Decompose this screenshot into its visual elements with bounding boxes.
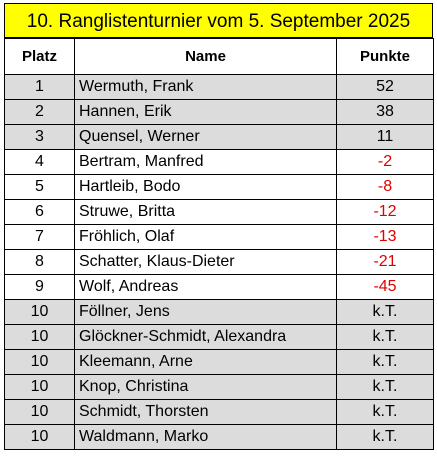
points-cell: k.T.	[336, 399, 434, 425]
points-cell: k.T.	[336, 374, 434, 400]
table-row: 5 Hartleib, Bodo -8	[4, 174, 434, 200]
rank-cell: 4	[4, 149, 75, 175]
table-row: 7 Fröhlich, Olaf -13	[4, 224, 434, 250]
name-cell: Wolf, Andreas	[74, 274, 337, 300]
table-row: 1 Wermuth, Frank 52	[4, 74, 434, 100]
name-cell: Hartleib, Bodo	[74, 174, 337, 200]
column-header-name: Name	[74, 38, 337, 75]
points-cell: -2	[336, 149, 434, 175]
table-row: 10 Schmidt, Thorsten k.T.	[4, 399, 434, 425]
points-cell: -8	[336, 174, 434, 200]
points-cell: k.T.	[336, 349, 434, 375]
name-cell: Knop, Christina	[74, 374, 337, 400]
points-cell: k.T.	[336, 324, 434, 350]
rank-cell: 1	[4, 74, 75, 100]
table-row: 10 Föllner, Jens k.T.	[4, 299, 434, 325]
ranking-table: Platz Name Punkte 1 Wermuth, Frank 52 2 Hann…	[4, 38, 434, 450]
table-row: 10 Knop, Christina k.T.	[4, 374, 434, 400]
rank-cell: 10	[4, 374, 75, 400]
table-row: 10 Kleemann, Arne k.T.	[4, 349, 434, 375]
table-row: 8 Schatter, Klaus-Dieter -21	[4, 249, 434, 275]
column-header-points: Punkte	[336, 38, 434, 75]
column-header-rank: Platz	[4, 38, 75, 75]
points-cell: -45	[336, 274, 434, 300]
points-cell: -12	[336, 199, 434, 225]
rank-cell: 10	[4, 399, 75, 425]
rank-cell: 5	[4, 174, 75, 200]
table-row: 2 Hannen, Erik 38	[4, 99, 434, 125]
table-row: 10 Glöckner-Schmidt, Alexandra k.T.	[4, 324, 434, 350]
points-cell: -21	[336, 249, 434, 275]
name-cell: Struwe, Britta	[74, 199, 337, 225]
name-cell: Fröhlich, Olaf	[74, 224, 337, 250]
name-cell: Wermuth, Frank	[74, 74, 337, 100]
rank-cell: 2	[4, 99, 75, 125]
rank-cell: 10	[4, 349, 75, 375]
points-cell: 52	[336, 74, 434, 100]
table-row: 4 Bertram, Manfred -2	[4, 149, 434, 175]
points-cell: 38	[336, 99, 434, 125]
points-cell: k.T.	[336, 424, 434, 450]
name-cell: Schmidt, Thorsten	[74, 399, 337, 425]
points-cell: -13	[336, 224, 434, 250]
sheet-title: 10. Ranglistenturnier vom 5. September 2…	[4, 3, 433, 38]
rank-cell: 10	[4, 324, 75, 350]
points-cell: 11	[336, 124, 434, 150]
name-cell: Bertram, Manfred	[74, 149, 337, 175]
rank-cell: 6	[4, 199, 75, 225]
name-cell: Waldmann, Marko	[74, 424, 337, 450]
table-header-row: Platz Name Punkte	[4, 38, 434, 75]
table-body: 1 Wermuth, Frank 52 2 Hannen, Erik 38 3 Quensel…	[4, 74, 434, 450]
name-cell: Föllner, Jens	[74, 299, 337, 325]
rank-cell: 3	[4, 124, 75, 150]
rank-cell: 8	[4, 249, 75, 275]
table-row: 10 Waldmann, Marko k.T.	[4, 424, 434, 450]
table-row: 3 Quensel, Werner 11	[4, 124, 434, 150]
rank-cell: 10	[4, 424, 75, 450]
name-cell: Hannen, Erik	[74, 99, 337, 125]
rank-cell: 9	[4, 274, 75, 300]
name-cell: Schatter, Klaus-Dieter	[74, 249, 337, 275]
points-cell: k.T.	[336, 299, 434, 325]
name-cell: Quensel, Werner	[74, 124, 337, 150]
name-cell: Glöckner-Schmidt, Alexandra	[74, 324, 337, 350]
name-cell: Kleemann, Arne	[74, 349, 337, 375]
rank-cell: 10	[4, 299, 75, 325]
table-row: 6 Struwe, Britta -12	[4, 199, 434, 225]
table-row: 9 Wolf, Andreas -45	[4, 274, 434, 300]
rank-cell: 7	[4, 224, 75, 250]
ranking-sheet: 10. Ranglistenturnier vom 5. September 2…	[4, 3, 434, 450]
